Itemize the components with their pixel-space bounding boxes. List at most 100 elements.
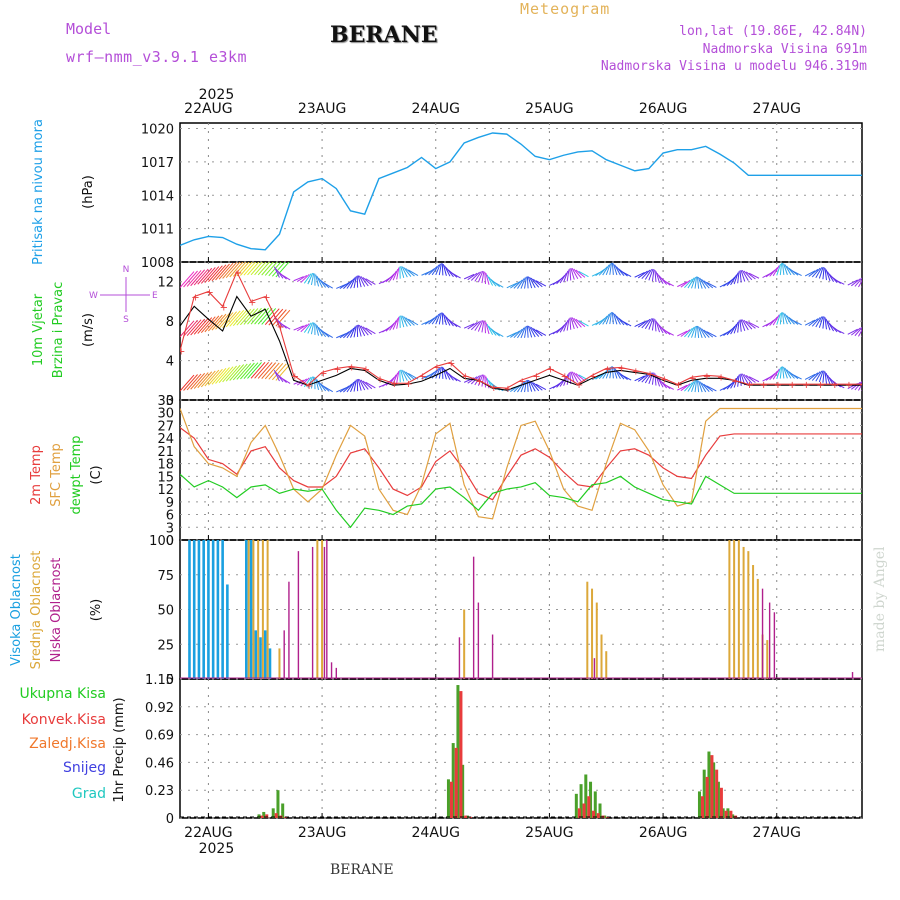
precip-bar-0: [712, 762, 716, 818]
wind-barb: [786, 315, 795, 325]
wind-barb: [684, 278, 693, 289]
cloud-bar-1: [257, 540, 260, 679]
wind-barb: [563, 374, 569, 386]
y-tick-label: 6: [166, 509, 174, 524]
wind-barb: [401, 315, 408, 327]
wind-barb: [677, 281, 688, 288]
wind-barb: [772, 368, 780, 380]
precip-bar-0: [456, 685, 460, 818]
precip-legend-4: Snijeg: [63, 760, 106, 776]
wind-barb: [218, 262, 234, 280]
cloud-bar-1: [595, 602, 598, 679]
y-tick-label: 50: [157, 604, 174, 619]
cloud-bar-1: [733, 540, 736, 679]
precip-bar-0: [697, 791, 701, 818]
gust-marker: +: [461, 371, 469, 382]
y-tick-label: 100: [149, 534, 174, 549]
wind-barb: [438, 263, 442, 276]
bottom-day-label: 26AUG: [639, 825, 688, 841]
wind-barb: [834, 328, 845, 335]
cloud-bar-0: [245, 540, 248, 679]
wind-barb: [804, 270, 816, 277]
y-tick-label: 0: [166, 394, 174, 409]
wind-barb: [811, 371, 821, 381]
wind-barb: [357, 378, 362, 391]
wind-barb: [826, 374, 835, 386]
wind-barb: [392, 268, 399, 281]
top-day-label: 22AUG: [184, 101, 233, 117]
wind-barb: [648, 318, 654, 330]
wind-barb: [486, 323, 494, 335]
wind-barb: [691, 380, 696, 393]
wind-barb: [463, 323, 475, 329]
wind-barb: [403, 316, 412, 327]
wind-barb: [694, 276, 698, 289]
panel-frame-3: [179, 539, 863, 680]
cloud-bar-1: [737, 540, 740, 679]
wind-barb: [218, 366, 234, 384]
precip-bar-1: [729, 810, 733, 818]
wind-barb: [614, 368, 621, 380]
wind-barb: [431, 264, 440, 276]
wind-barb: [687, 381, 695, 392]
precip-bar-1: [710, 755, 714, 818]
temp-unit: (C): [89, 465, 104, 484]
wind-barb: [737, 271, 740, 284]
gust-marker: +: [603, 364, 611, 375]
wind-gust-line: [180, 270, 862, 389]
wind-barb: [218, 312, 234, 329]
wind-barb: [598, 266, 608, 276]
wind-barb: [261, 262, 274, 276]
wind-barb: [570, 267, 575, 280]
cloud-bar-0: [197, 540, 201, 679]
wind-barb: [273, 266, 280, 278]
wind-barb: [784, 367, 792, 379]
wind-title-1: 10m Vjetar: [31, 293, 46, 366]
wind-barb: [358, 379, 366, 391]
wind-barb: [634, 321, 645, 327]
wind-barb: [403, 370, 412, 381]
wind-barb: [569, 317, 572, 330]
wind-barb: [530, 277, 540, 288]
gust-marker: +: [362, 364, 370, 375]
cloud-bar-2: [330, 662, 333, 679]
precip-bar-0: [451, 743, 455, 818]
wind-barb: [275, 371, 284, 383]
wind-barb: [250, 362, 266, 379]
wind-barb: [535, 280, 547, 287]
wind-barb: [435, 312, 441, 325]
wind-barb: [745, 271, 756, 280]
wind-barb: [822, 370, 825, 383]
wind-barb: [526, 325, 529, 338]
wind-barb: [779, 366, 783, 379]
cloud-bar-2: [761, 588, 764, 679]
wind-barb: [401, 266, 408, 278]
wind-barb: [225, 364, 241, 382]
model-elevation-label: Nadmorska Visina u modelu 946.319m: [600, 59, 867, 74]
wind-barb: [400, 266, 405, 278]
wind-barb: [818, 266, 824, 279]
pressure-unit: (hPa): [81, 175, 96, 209]
wind-barb: [236, 262, 250, 277]
y-tick-label: 0: [166, 812, 174, 827]
y-tick-label: 1011: [141, 223, 174, 238]
wind-barb: [614, 264, 621, 276]
cloud-bar-1: [247, 540, 250, 679]
wind-barb: [405, 317, 415, 326]
wind-barb: [463, 273, 475, 280]
wind-barb: [481, 374, 485, 387]
wind-barb: [696, 276, 700, 289]
wind-barb: [822, 267, 825, 280]
wind-barb: [315, 378, 320, 390]
wind-barb: [392, 318, 399, 330]
wind-barb: [389, 320, 397, 331]
wind-barb: [257, 307, 273, 325]
wind-barb: [435, 263, 441, 276]
cloud-bar-0: [226, 584, 229, 679]
wind-barb: [703, 280, 714, 289]
wind-barb: [317, 326, 327, 338]
pressure-title: Pritisak na nivou mora: [31, 119, 46, 265]
precip-bar-0: [281, 803, 285, 818]
wind-barb: [261, 362, 277, 379]
gust-marker: +: [816, 380, 824, 391]
